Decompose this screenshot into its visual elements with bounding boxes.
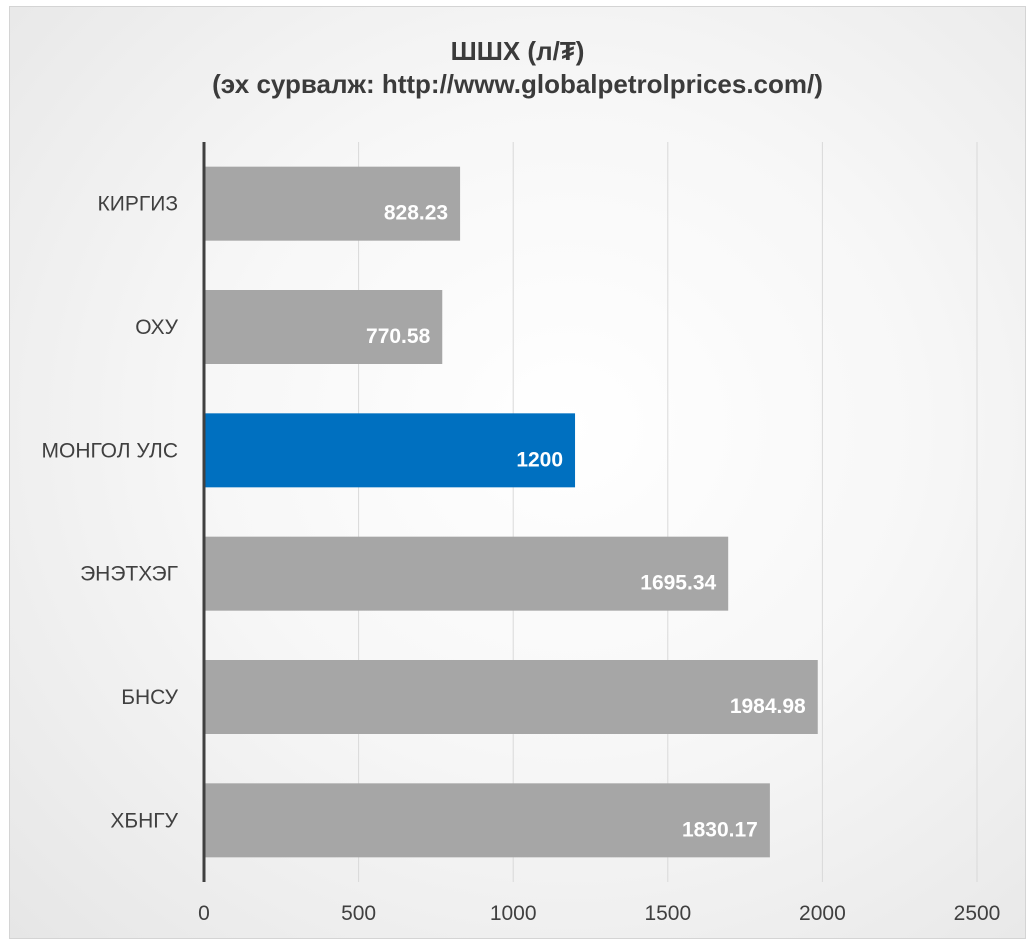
category-label: КИРГИЗ: [98, 193, 178, 216]
data-label: 770.58: [366, 325, 431, 348]
x-tick-label: 1000: [490, 902, 537, 925]
category-label: ХБНГУ: [110, 809, 178, 832]
bar: [204, 536, 729, 611]
x-tick-label: 2000: [799, 902, 846, 925]
data-label: 1200: [516, 448, 563, 471]
chart-subtitle: (эх сурвалж: http://www.globalpetrolpric…: [212, 69, 823, 100]
gridlines: [358, 142, 978, 882]
x-tick-label: 0: [198, 902, 210, 925]
data-label: 1695.34: [640, 572, 716, 595]
category-label: МОНГОЛ УЛС: [42, 439, 179, 462]
data-label: 828.23: [384, 202, 448, 225]
category-label: БНСУ: [121, 686, 178, 709]
x-tick-label: 2500: [954, 902, 1001, 925]
bar: [204, 783, 770, 858]
labels: 0 500 1000 1500 2000 2500 КИРГИЗ 828.23 ОХУ 770.5…: [42, 193, 1001, 925]
x-tick-label: 500: [341, 902, 376, 925]
data-label: 1984.98: [730, 695, 806, 718]
bars: [204, 166, 818, 858]
chart-title: ШШХ (л/₮): [450, 36, 585, 66]
category-label: ОХУ: [135, 316, 178, 339]
bar: [204, 660, 818, 734]
x-tick-label: 1500: [644, 902, 691, 925]
bar: [204, 290, 443, 364]
bar: [204, 413, 576, 488]
category-label: ЭНЭТХЭГ: [80, 563, 178, 586]
chart-title-block: ШШХ (л/₮) (эх сурвалж: http://www.global…: [10, 35, 1025, 102]
bar: [204, 166, 461, 241]
data-label: 1830.17: [682, 818, 758, 841]
